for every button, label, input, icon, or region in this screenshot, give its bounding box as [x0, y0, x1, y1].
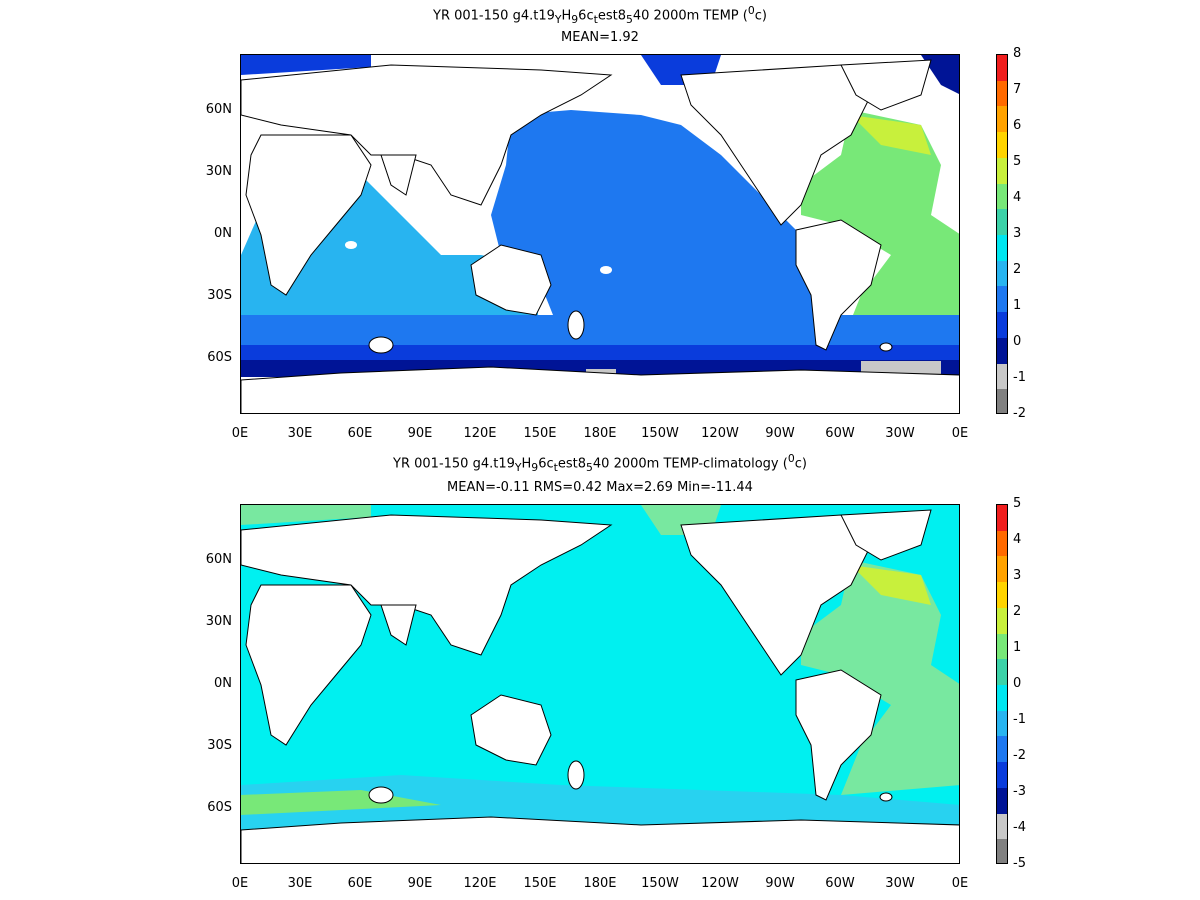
- colorbar-segment: [997, 685, 1007, 712]
- y-tick-label: 60S: [207, 350, 232, 365]
- x-tick-label: 180E: [583, 426, 617, 441]
- colorbar-label: 0: [1013, 334, 1022, 349]
- x-tick-label: 60W: [825, 426, 855, 441]
- colorbar-segment: [997, 389, 1007, 413]
- colorbar-segment: [997, 183, 1007, 210]
- y-tick-label: 60S: [207, 800, 232, 815]
- colorbar-label: 5: [1013, 496, 1022, 511]
- colorbar-segment: [997, 787, 1007, 815]
- colorbar-label: -2: [1013, 406, 1026, 421]
- x-tick-label: 60W: [825, 876, 855, 891]
- colorbar-segment: [997, 286, 1007, 313]
- x-tick-label: 150E: [523, 426, 557, 441]
- colorbar-segment: [997, 633, 1007, 660]
- x-tick-label: 150W: [641, 876, 679, 891]
- colorbar-segment: [997, 260, 1007, 287]
- x-tick-label: 150W: [641, 426, 679, 441]
- colorbar-segment: [997, 106, 1007, 133]
- colorbar-label: 3: [1013, 568, 1022, 583]
- colorbar-segment: [997, 659, 1007, 686]
- x-tick-label: 30W: [885, 426, 915, 441]
- colorbar-label: 1: [1013, 298, 1022, 313]
- colorbar-label: 4: [1013, 190, 1022, 205]
- colorbar-segment: [997, 157, 1007, 185]
- colorbar-segment: [997, 582, 1007, 609]
- colorbar-segment: [997, 132, 1007, 159]
- colorbar-label: -1: [1013, 370, 1026, 385]
- panel2-stats: MEAN=-0.11 RMS=0.42 Max=2.69 Min=-11.44: [447, 480, 753, 495]
- x-tick-label: 30E: [287, 426, 313, 441]
- y-tick-label: 60N: [205, 552, 232, 567]
- colorbar-label: 3: [1013, 226, 1022, 241]
- colorbar-segment: [997, 235, 1007, 262]
- panel1-title: YR 001-150 g4.t19YH96ctest8540 2000m TEM…: [433, 4, 767, 26]
- x-tick-label: 90E: [407, 426, 433, 441]
- y-tick-label: 30N: [205, 164, 232, 179]
- colorbar-label: -4: [1013, 820, 1026, 835]
- panel1-map-svg: [241, 55, 959, 413]
- colorbar-segment: [997, 762, 1007, 789]
- colorbar-segment: [997, 813, 1007, 840]
- x-tick-label: 120W: [701, 876, 739, 891]
- colorbar-segment: [997, 556, 1007, 583]
- colorbar-segment: [997, 839, 1007, 863]
- colorbar-label: 6: [1013, 118, 1022, 133]
- y-tick-label: 0N: [214, 676, 232, 691]
- panel1-colorbar: [996, 54, 1008, 414]
- x-tick-label: 0E: [231, 426, 249, 441]
- colorbar-segment: [997, 209, 1007, 236]
- y-tick-label: 30S: [207, 738, 232, 753]
- colorbar-label: 7: [1013, 82, 1022, 97]
- colorbar-label: 4: [1013, 532, 1022, 547]
- colorbar-label: 2: [1013, 604, 1022, 619]
- x-tick-label: 60E: [347, 876, 373, 891]
- x-tick-label: 30E: [287, 876, 313, 891]
- colorbar-segment: [997, 736, 1007, 763]
- panel1-stats: MEAN=1.92: [561, 30, 639, 45]
- colorbar-segment: [997, 607, 1007, 635]
- panel2-title: YR 001-150 g4.t19YH96ctest8540 2000m TEM…: [393, 452, 807, 474]
- colorbar-label: 8: [1013, 46, 1022, 61]
- colorbar-label: 5: [1013, 154, 1022, 169]
- x-tick-label: 150E: [523, 876, 557, 891]
- x-tick-label: 0E: [231, 876, 249, 891]
- colorbar-segment: [997, 505, 1007, 532]
- x-tick-label: 90W: [765, 876, 795, 891]
- colorbar-segment: [997, 312, 1007, 339]
- x-tick-label: 120W: [701, 426, 739, 441]
- panel2-map-svg: [241, 505, 959, 863]
- y-tick-label: 30S: [207, 288, 232, 303]
- x-tick-label: 90W: [765, 426, 795, 441]
- colorbar-segment: [997, 55, 1007, 82]
- x-tick-label: 60E: [347, 426, 373, 441]
- x-tick-label: 0E: [951, 426, 969, 441]
- colorbar-label: 2: [1013, 262, 1022, 277]
- colorbar-label: -5: [1013, 856, 1026, 871]
- colorbar-label: -1: [1013, 712, 1026, 727]
- x-tick-label: 30W: [885, 876, 915, 891]
- x-tick-label: 120E: [463, 876, 497, 891]
- x-tick-label: 90E: [407, 876, 433, 891]
- colorbar-label: 1: [1013, 640, 1022, 655]
- colorbar-segment: [997, 80, 1007, 107]
- colorbar-segment: [997, 363, 1007, 390]
- x-tick-label: 180E: [583, 876, 617, 891]
- colorbar-label: 0: [1013, 676, 1022, 691]
- colorbar-segment: [997, 337, 1007, 365]
- x-tick-label: 0E: [951, 876, 969, 891]
- x-tick-label: 120E: [463, 426, 497, 441]
- panel2-map: [240, 504, 960, 864]
- y-tick-label: 0N: [214, 226, 232, 241]
- y-tick-label: 30N: [205, 614, 232, 629]
- colorbar-label: -2: [1013, 748, 1026, 763]
- y-tick-label: 60N: [205, 102, 232, 117]
- colorbar-segment: [997, 710, 1007, 737]
- colorbar-label: -3: [1013, 784, 1026, 799]
- panel1-map: [240, 54, 960, 414]
- panel2-colorbar: [996, 504, 1008, 864]
- colorbar-segment: [997, 530, 1007, 557]
